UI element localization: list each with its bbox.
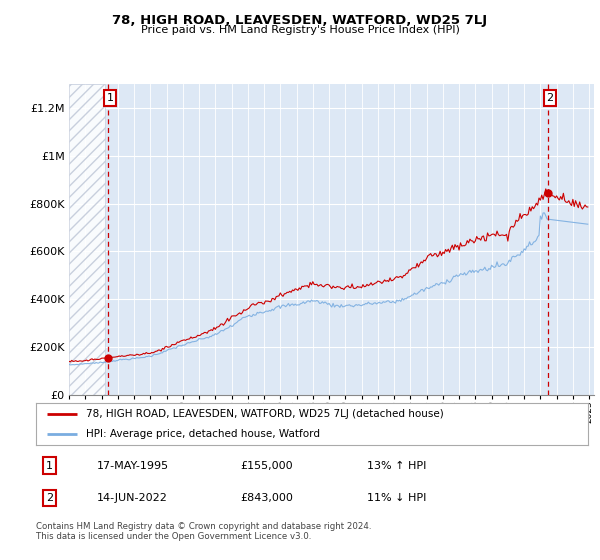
Text: 2: 2: [547, 93, 554, 103]
Text: 78, HIGH ROAD, LEAVESDEN, WATFORD, WD25 7LJ (detached house): 78, HIGH ROAD, LEAVESDEN, WATFORD, WD25 …: [86, 409, 443, 419]
Text: 1: 1: [107, 93, 113, 103]
Text: £843,000: £843,000: [240, 493, 293, 503]
Text: 1: 1: [46, 460, 53, 470]
Text: £155,000: £155,000: [240, 460, 293, 470]
Text: 2: 2: [46, 493, 53, 503]
Text: 17-MAY-1995: 17-MAY-1995: [97, 460, 169, 470]
Text: 13% ↑ HPI: 13% ↑ HPI: [367, 460, 427, 470]
Text: 11% ↓ HPI: 11% ↓ HPI: [367, 493, 427, 503]
Text: Contains HM Land Registry data © Crown copyright and database right 2024.
This d: Contains HM Land Registry data © Crown c…: [36, 522, 371, 542]
Text: HPI: Average price, detached house, Watford: HPI: Average price, detached house, Watf…: [86, 430, 320, 439]
Text: 78, HIGH ROAD, LEAVESDEN, WATFORD, WD25 7LJ: 78, HIGH ROAD, LEAVESDEN, WATFORD, WD25 …: [112, 14, 488, 27]
Text: 14-JUN-2022: 14-JUN-2022: [97, 493, 167, 503]
Text: Price paid vs. HM Land Registry's House Price Index (HPI): Price paid vs. HM Land Registry's House …: [140, 25, 460, 35]
